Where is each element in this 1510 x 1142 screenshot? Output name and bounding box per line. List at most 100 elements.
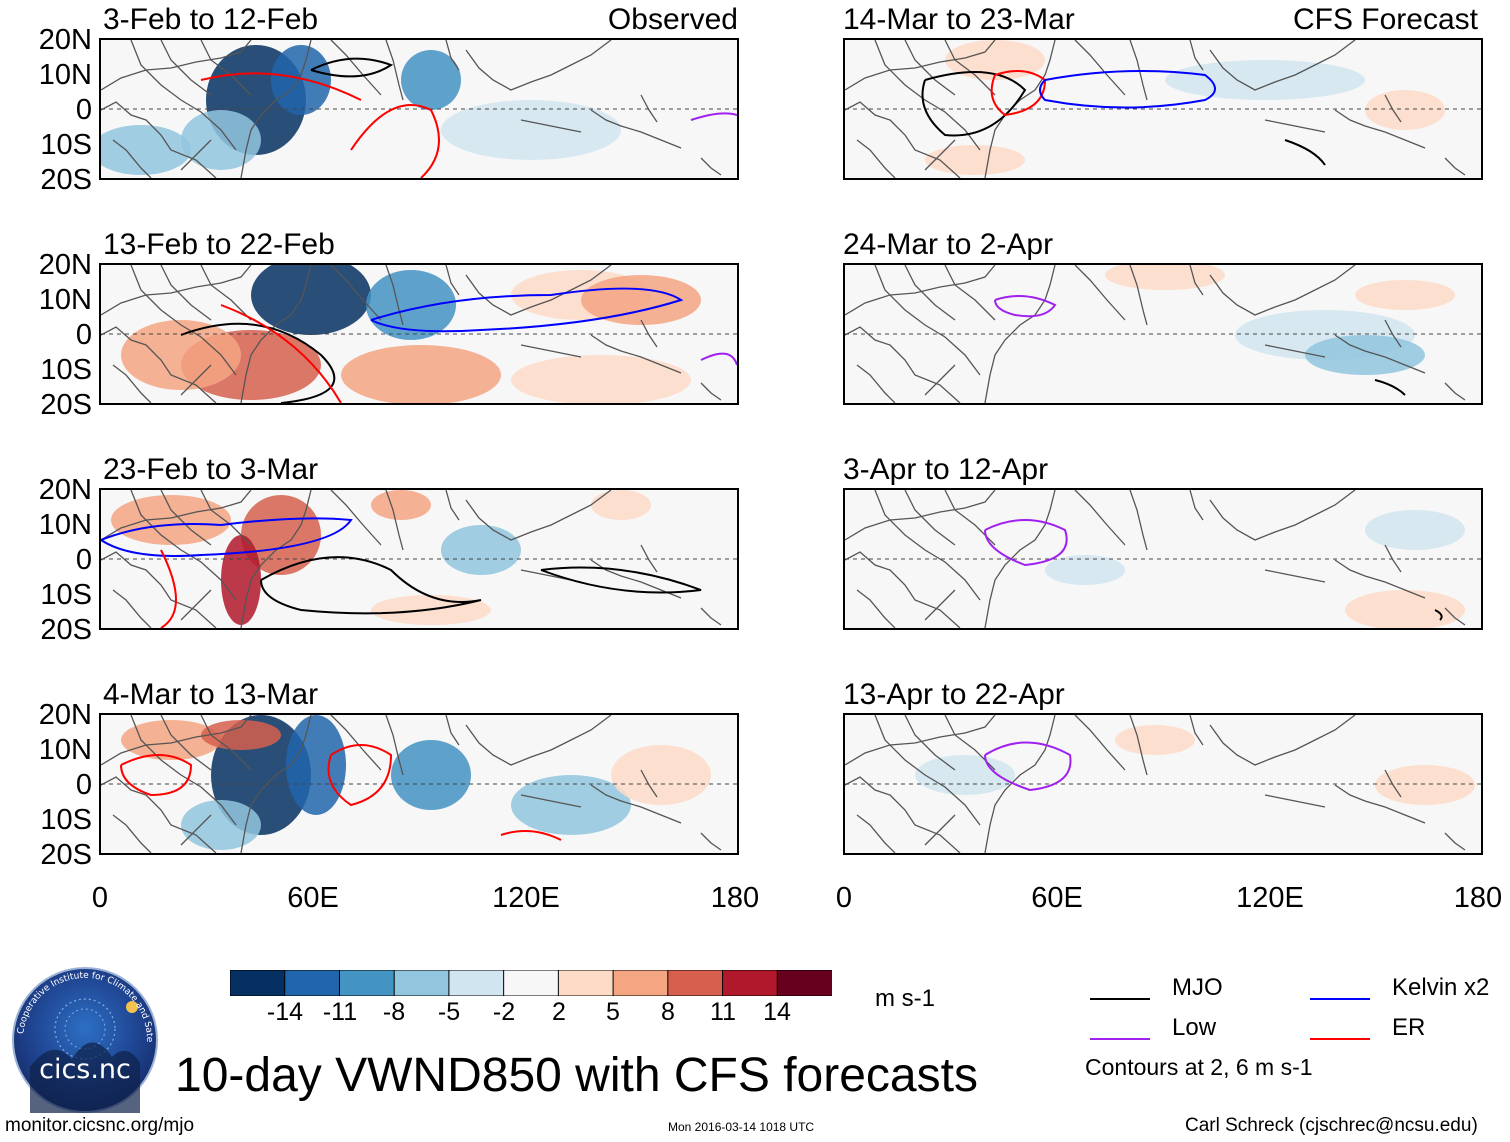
coastline: [845, 715, 996, 766]
coastline: [101, 40, 252, 91]
shading-blob: [591, 490, 651, 520]
coastline: [874, 490, 981, 601]
coastline: [160, 40, 212, 96]
coastline: [385, 40, 404, 101]
footer-url[interactable]: monitor.cicsnc.org/mjo: [5, 1115, 195, 1136]
coastline: [1444, 382, 1466, 401]
colorbar-label: 11: [710, 998, 736, 1026]
coastline: [984, 715, 1056, 853]
colorbar-label: -5: [437, 998, 461, 1026]
main-title: 10-day VWND850 with CFS forecasts: [175, 1049, 978, 1102]
colorbar-label: -8: [382, 998, 406, 1026]
coastline: [590, 784, 682, 824]
coastline: [640, 544, 658, 573]
coastline: [1129, 40, 1148, 101]
panel-title: 24-Mar to 2-Apr: [843, 228, 1054, 261]
colorbar-label: 5: [606, 998, 620, 1026]
blue-contour: [101, 517, 353, 557]
lat-label: 20S: [40, 839, 92, 871]
map-graphic: [845, 715, 1481, 853]
red-contour: [120, 754, 193, 797]
black-contour: [180, 322, 336, 403]
colorbar-swatch: [722, 969, 779, 997]
black-contour: [540, 566, 702, 594]
coastline: [200, 715, 252, 771]
panel-title: 3-Apr to 12-Apr: [843, 453, 1049, 486]
shading-blob: [1355, 280, 1455, 310]
shading-blob: [121, 720, 221, 760]
coastline: [640, 319, 658, 348]
shading-blob: [181, 110, 261, 170]
map-graphic: [101, 490, 737, 628]
coastline: [984, 265, 1056, 403]
lat-label: 10N: [38, 284, 92, 316]
coastline: [904, 265, 956, 321]
panel-title: 23-Feb to 3-Mar: [103, 453, 319, 486]
kelvin-swatch: [1310, 987, 1370, 1000]
coastline: [1209, 265, 1356, 316]
red-contour: [327, 744, 393, 807]
red-contour: [220, 304, 342, 403]
coastline: [1384, 544, 1402, 573]
coastline: [1334, 334, 1426, 374]
panel-title: 14-Mar to 23-Mar: [843, 3, 1075, 36]
coastline: [845, 490, 996, 541]
coastline: [101, 490, 252, 541]
colorbar: [229, 969, 834, 997]
lon-label: 180: [1453, 882, 1503, 914]
map-graphic: [101, 715, 737, 853]
lat-label: 20S: [40, 614, 92, 646]
lat-label: 0: [75, 769, 92, 801]
lat-label: 20N: [38, 699, 92, 731]
coastline: [1129, 265, 1148, 326]
legend-kelvin-label: Kelvin x2: [1392, 974, 1490, 1001]
coastline: [200, 265, 252, 321]
coastline: [130, 490, 237, 601]
colorbar-units: m s-1: [875, 985, 935, 1012]
lat-label: 20N: [38, 24, 92, 56]
map-panel: [843, 713, 1483, 855]
coastline: [1444, 607, 1466, 626]
coastline: [1074, 715, 1126, 771]
colorbar-swatch: [667, 969, 724, 997]
shading-blob: [915, 755, 1015, 795]
coastline: [160, 265, 212, 321]
black-contour: [921, 71, 1027, 137]
er-swatch: [1310, 1027, 1370, 1040]
shading-blob: [511, 355, 691, 403]
coastline: [385, 490, 404, 551]
shading-blob: [1165, 60, 1365, 100]
coastline: [240, 715, 312, 853]
coastline: [700, 832, 722, 851]
coastline: [520, 344, 582, 358]
colorbar-swatch: [229, 969, 286, 997]
lon-label: 120E: [492, 882, 560, 914]
lat-label: 20N: [38, 474, 92, 506]
coastline: [856, 589, 896, 628]
coastline: [180, 139, 212, 171]
coastline: [160, 715, 212, 771]
coastline: [590, 109, 682, 149]
legend-er-label: ER: [1392, 1014, 1426, 1041]
coastline: [1074, 40, 1126, 96]
coastline: [200, 490, 252, 546]
shading-blob: [581, 275, 701, 325]
lat-label: 10S: [40, 354, 92, 386]
shading-blob: [241, 495, 321, 575]
coastline: [1074, 265, 1126, 321]
coastline: [130, 715, 237, 826]
coastline: [590, 334, 682, 374]
panel-title: 3-Feb to 12-Feb: [103, 3, 319, 36]
lon-label: 0: [91, 882, 109, 914]
coastline: [180, 814, 212, 846]
coastline: [330, 715, 382, 771]
coastline: [1384, 319, 1402, 348]
coastline: [112, 139, 152, 178]
panel-title: 4-Mar to 13-Mar: [103, 678, 319, 711]
shading-blob: [181, 800, 261, 850]
lat-label: 0: [75, 544, 92, 576]
lat-label: 10S: [40, 804, 92, 836]
red-contour: [500, 830, 562, 841]
shading-blob: [441, 525, 521, 575]
shading-blob: [1115, 725, 1195, 755]
